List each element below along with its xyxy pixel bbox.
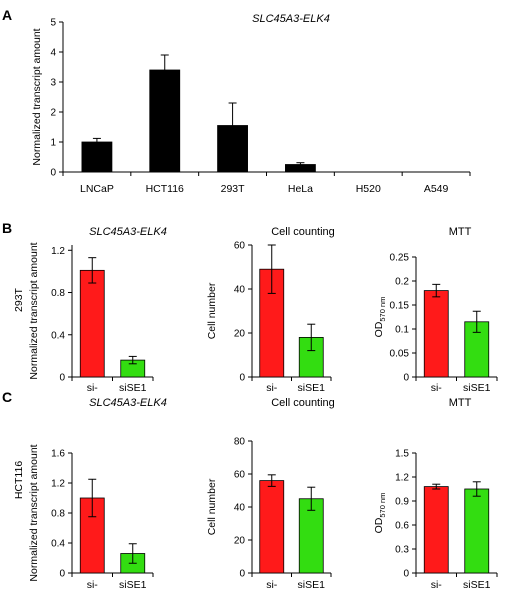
bar-si- (423, 290, 449, 378)
category-label: si- (266, 579, 278, 591)
chart-title: SLC45A3-ELK4 (252, 13, 330, 25)
category-label: HeLa (288, 183, 313, 195)
category-label: si- (87, 579, 99, 591)
bar-lncap (81, 141, 113, 173)
category-label: si- (87, 382, 99, 394)
y-tick-label: 1.2 (51, 479, 65, 490)
y-axis-label: Normalized transcript amount (31, 28, 43, 165)
y-tick-label: 5 (50, 18, 56, 29)
chart-c2: Cell counting 0 20 40 60 80 si-siSE1 Cell numbe… (206, 397, 335, 591)
y-axis-label: OD570 nm (373, 297, 387, 338)
panel-letter-a: A (2, 7, 12, 23)
y-axis-label: Normalized transcript amount (28, 444, 40, 581)
chart-c3: MTT 0 0.3 0.6 0.9 1.2 1.5 si-siSE1 OD570 nm (373, 397, 498, 591)
category-label: siSE1 (463, 579, 491, 591)
chart-b2: Cell counting 0 20 40 60 si-siSE1 Cell number (206, 226, 335, 394)
category-label: 293T (221, 183, 246, 195)
y-tick-label: 1.2 (51, 246, 65, 257)
y-tick-label: 0.3 (395, 545, 409, 556)
chart-title: Cell counting (271, 397, 335, 409)
panel-letter-b: B (2, 220, 12, 236)
category-label: H520 (356, 183, 381, 195)
y-tick-label: 40 (234, 503, 246, 514)
y-tick-label: 0.1 (395, 325, 409, 336)
y-tick-label: 2 (50, 108, 56, 119)
chart-title: Cell counting (271, 226, 335, 238)
y-tick-label: 0 (59, 569, 65, 580)
y-tick-label: 0.4 (51, 539, 65, 550)
y-axis-label: Cell number (206, 478, 218, 535)
chart-c1: SLC45A3-ELK4 0 0.4 0.8 1.2 1.6 si-siSE1 Normali… (28, 397, 167, 591)
category-label: LNCaP (80, 183, 114, 195)
bar-si- (423, 486, 449, 574)
category-label: A549 (424, 183, 449, 195)
y-axis-label-subscript: 570 nm (378, 493, 387, 518)
y-tick-label: 1.5 (395, 449, 409, 460)
category-label: siSE1 (119, 579, 147, 591)
y-tick-label: 0 (239, 569, 245, 580)
category-label: siSE1 (119, 382, 147, 394)
y-tick-label: 3 (50, 78, 56, 89)
chart-title: SLC45A3-ELK4 (89, 397, 167, 409)
y-tick-label: 0.05 (390, 349, 410, 360)
y-tick-label: 60 (234, 241, 246, 252)
y-tick-label: 0 (59, 373, 65, 384)
chart-b3: MTT 0 0.05 0.1 0.15 0.2 0.25 si-siSE1 OD570 nm (373, 226, 498, 394)
category-label: siSE1 (298, 579, 326, 591)
bar-si- (79, 269, 105, 378)
y-tick-label: 1.2 (395, 473, 409, 484)
chart-a: SLC45A3-ELK4 0 1 2 3 4 5 LNCaP HCT116 293T HeLa H52… (31, 13, 471, 195)
y-tick-label: 0.2 (395, 277, 409, 288)
y-tick-label: 0 (50, 168, 56, 179)
category-label: siSE1 (463, 382, 491, 394)
y-tick-label: 1 (50, 138, 56, 149)
y-tick-label: 0.8 (51, 509, 65, 520)
category-label: siSE1 (298, 382, 326, 394)
y-axis-label: OD570 nm (373, 493, 387, 534)
y-tick-label: 80 (234, 437, 246, 448)
y-tick-label: 20 (234, 329, 246, 340)
chart-b1: SLC45A3-ELK4 0 0.4 0.8 1.2 si-siSE1 Normalized… (28, 226, 167, 394)
category-label: HCT116 (146, 183, 184, 195)
y-tick-label: 20 (234, 536, 246, 547)
y-tick-label: 0.6 (395, 521, 409, 532)
y-tick-label: 1.6 (51, 449, 65, 460)
category-label: si- (266, 382, 278, 394)
y-tick-label: 0.8 (51, 288, 65, 299)
y-tick-label: 0 (239, 373, 245, 384)
chart-title: SLC45A3-ELK4 (89, 226, 167, 238)
y-tick-label: 40 (234, 285, 246, 296)
chart-title: MTT (449, 397, 472, 409)
bar-si- (259, 480, 285, 574)
y-tick-label: 0.25 (390, 253, 410, 264)
y-tick-label: 60 (234, 470, 246, 481)
panel-letter-c: C (2, 389, 12, 405)
row-label-293t: 293T (13, 287, 25, 312)
charts-group: SLC45A3-ELK4 0 1 2 3 4 5 LNCaP HCT116 293T HeLa H52… (28, 13, 498, 591)
y-tick-label: 0.9 (395, 497, 409, 508)
y-axis-label-subscript: 570 nm (378, 297, 387, 322)
y-tick-label: 0.4 (51, 330, 65, 341)
y-tick-label: 0 (403, 373, 409, 384)
category-label: si- (431, 382, 443, 394)
chart-title: MTT (449, 226, 472, 238)
y-axis-label: Normalized transcript amount (28, 242, 40, 379)
y-axis-label: Cell number (206, 282, 218, 339)
y-tick-label: 0 (403, 569, 409, 580)
y-tick-label: 4 (50, 48, 56, 59)
y-tick-label: 0.15 (390, 301, 410, 312)
category-label: si- (431, 579, 443, 591)
bar-sise1 (464, 488, 490, 574)
row-label-hct116: HCT116 (13, 461, 25, 499)
